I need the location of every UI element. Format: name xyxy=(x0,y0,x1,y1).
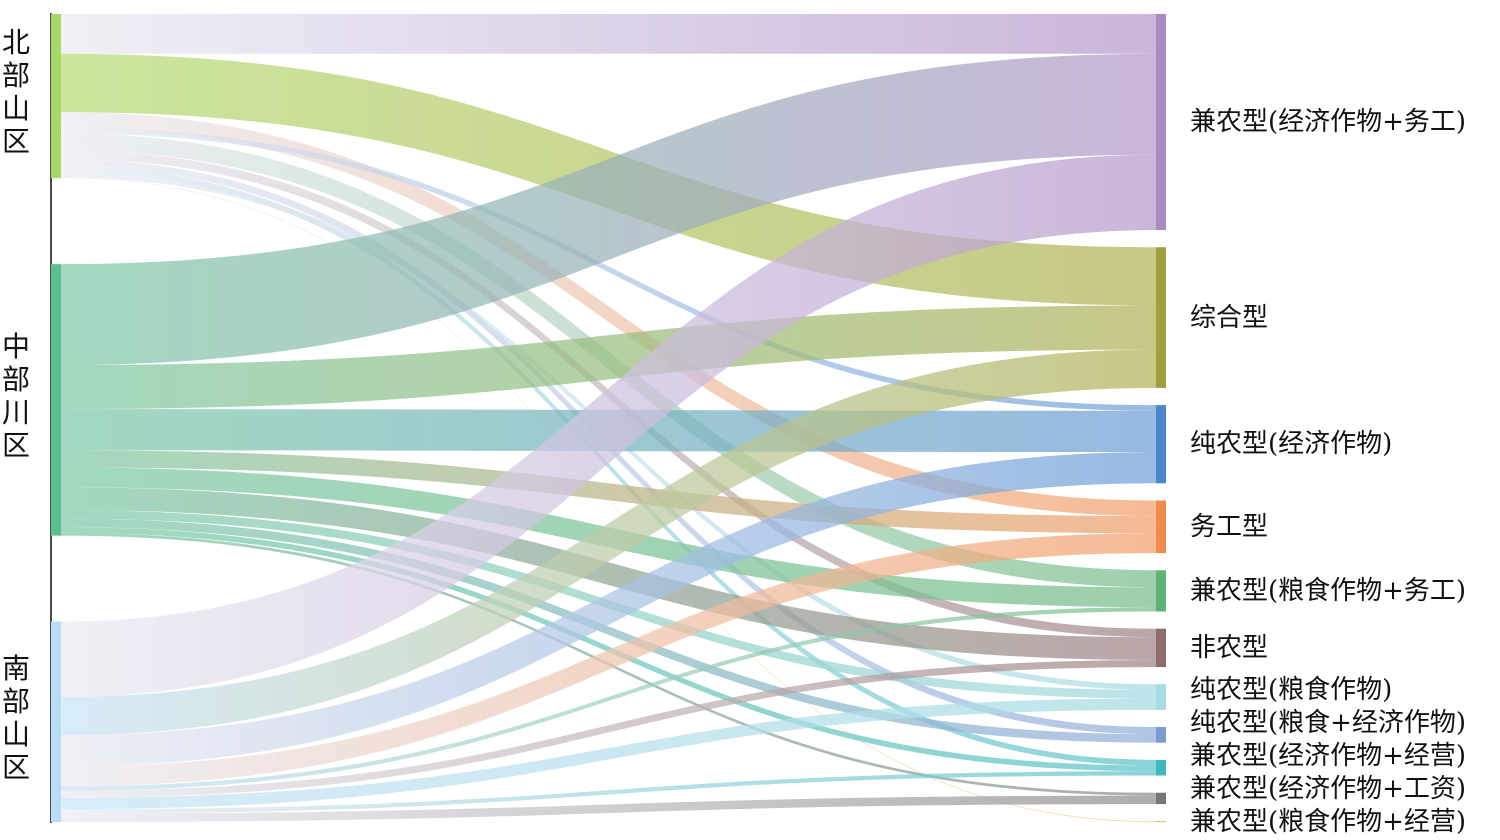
source-node-south xyxy=(51,621,61,822)
source-label-central: 中部川区 xyxy=(1,329,30,462)
target-node-t1 xyxy=(1156,14,1166,231)
link-central-t8 xyxy=(61,518,1156,743)
target-label-t9: 兼农型(经济作物+经营) xyxy=(1190,741,1467,771)
link-south-t7 xyxy=(61,698,1156,810)
source-node-central xyxy=(51,264,61,536)
link-south-t10 xyxy=(61,795,1156,822)
sankey-nodes xyxy=(51,14,1166,823)
target-label-t10: 兼农型(经济作物+工资) xyxy=(1190,774,1467,804)
link-north-t3 xyxy=(61,127,1156,411)
target-label-t4: 务工型 xyxy=(1190,511,1269,542)
target-label-t11: 兼农型(粮食作物+经营) xyxy=(1190,807,1467,837)
target-node-t8 xyxy=(1156,727,1166,743)
target-node-t10 xyxy=(1156,792,1166,805)
link-central-t9 xyxy=(61,527,1156,772)
link-south-t4 xyxy=(61,533,1156,787)
target-label-t5: 兼农型(粮食作物+务工) xyxy=(1190,575,1467,606)
target-node-t9 xyxy=(1156,759,1166,776)
target-label-t1: 兼农型(经济作物+务工) xyxy=(1190,107,1467,137)
source-node-north xyxy=(51,14,61,179)
target-label-t3: 纯农型(经济作物) xyxy=(1190,429,1393,460)
target-label-t8: 纯农型(粮食+经济作物) xyxy=(1190,708,1467,738)
link-south-t3 xyxy=(61,452,1156,767)
source-label-north: 北部山区 xyxy=(1,26,30,159)
target-label-t2: 综合型 xyxy=(1190,302,1269,333)
link-north-t1 xyxy=(61,14,1156,54)
link-central-t2 xyxy=(61,305,1156,410)
link-central-t6 xyxy=(61,487,1156,660)
link-south-t6 xyxy=(61,659,1156,798)
link-south-t5 xyxy=(61,607,1156,791)
link-north-t4 xyxy=(61,112,1156,517)
link-south-t1 xyxy=(61,154,1156,697)
target-node-t6 xyxy=(1156,628,1166,668)
sankey-links xyxy=(61,14,1156,822)
link-central-t1 xyxy=(61,53,1156,366)
target-node-t3 xyxy=(1156,405,1166,484)
target-label-t6: 非农型 xyxy=(1190,632,1269,663)
target-node-t11 xyxy=(1156,821,1166,823)
link-south-t2 xyxy=(61,349,1156,736)
target-node-t4 xyxy=(1156,500,1166,554)
link-north-t9 xyxy=(61,166,1156,766)
link-south-t9 xyxy=(61,771,1156,814)
target-node-t7 xyxy=(1156,684,1166,710)
target-label-t7: 纯农型(粮食作物) xyxy=(1190,675,1393,705)
target-node-t5 xyxy=(1156,570,1166,612)
source-label-south: 南部山区 xyxy=(1,651,30,784)
target-node-t2 xyxy=(1156,247,1166,388)
